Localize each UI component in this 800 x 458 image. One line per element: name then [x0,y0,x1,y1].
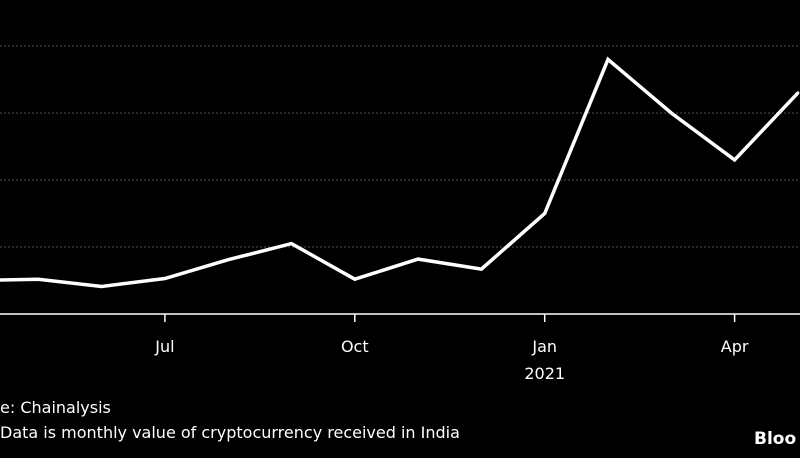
x-tick-year-label: 2021 [524,364,565,383]
data-points [36,57,800,289]
data-point [416,257,420,261]
data-point [733,158,737,162]
note-text: Data is monthly value of cryptocurrency … [0,423,460,442]
data-point [543,212,547,215]
x-axis-ticks: Jul Oct Jan 2021 Apr [154,314,749,383]
x-tick-label: Oct [341,337,369,356]
data-point [290,242,293,246]
data-point [163,276,167,280]
x-tick-label: Jul [154,337,174,356]
gridlines [0,45,800,248]
line-chart: Jul Oct Jan 2021 Apr [0,45,800,383]
data-point [36,277,40,281]
data-point [669,111,673,115]
data-point [796,91,800,95]
x-tick-label: Apr [721,337,749,356]
data-point [353,277,357,281]
x-tick-label: Jan [531,337,557,356]
series-line [0,56,800,289]
source-text: e: Chainalysis [0,398,111,417]
data-point [100,285,104,289]
brand-logo-text: Bloo [754,429,797,449]
data-point [479,267,483,271]
data-point [606,57,610,61]
data-point [226,258,230,262]
